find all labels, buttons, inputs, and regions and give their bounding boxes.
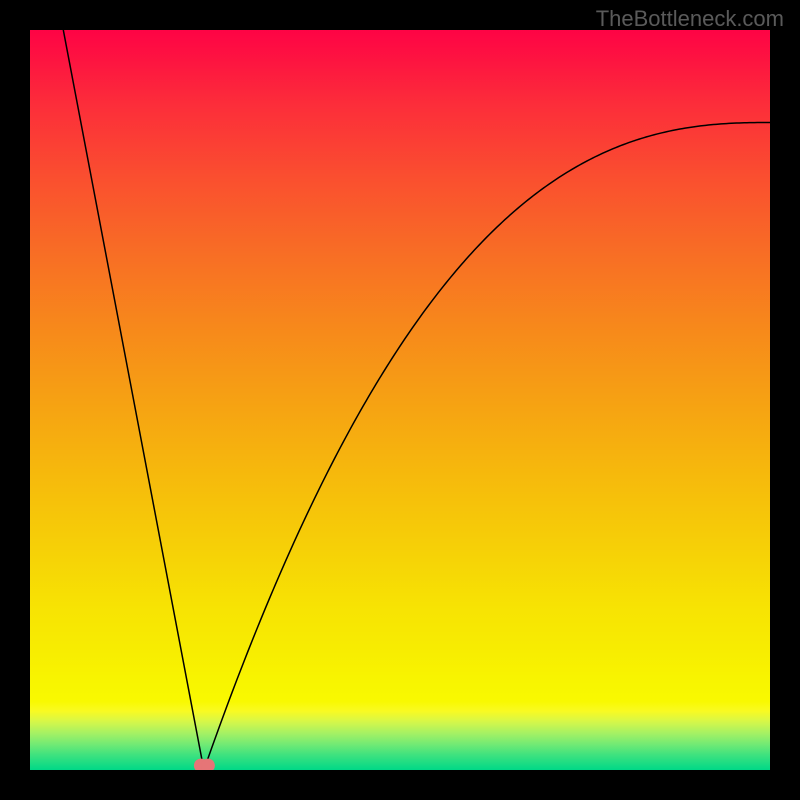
attribution-text: TheBottleneck.com (596, 6, 784, 32)
plot-background (30, 30, 770, 770)
bottleneck-chart (0, 0, 800, 800)
